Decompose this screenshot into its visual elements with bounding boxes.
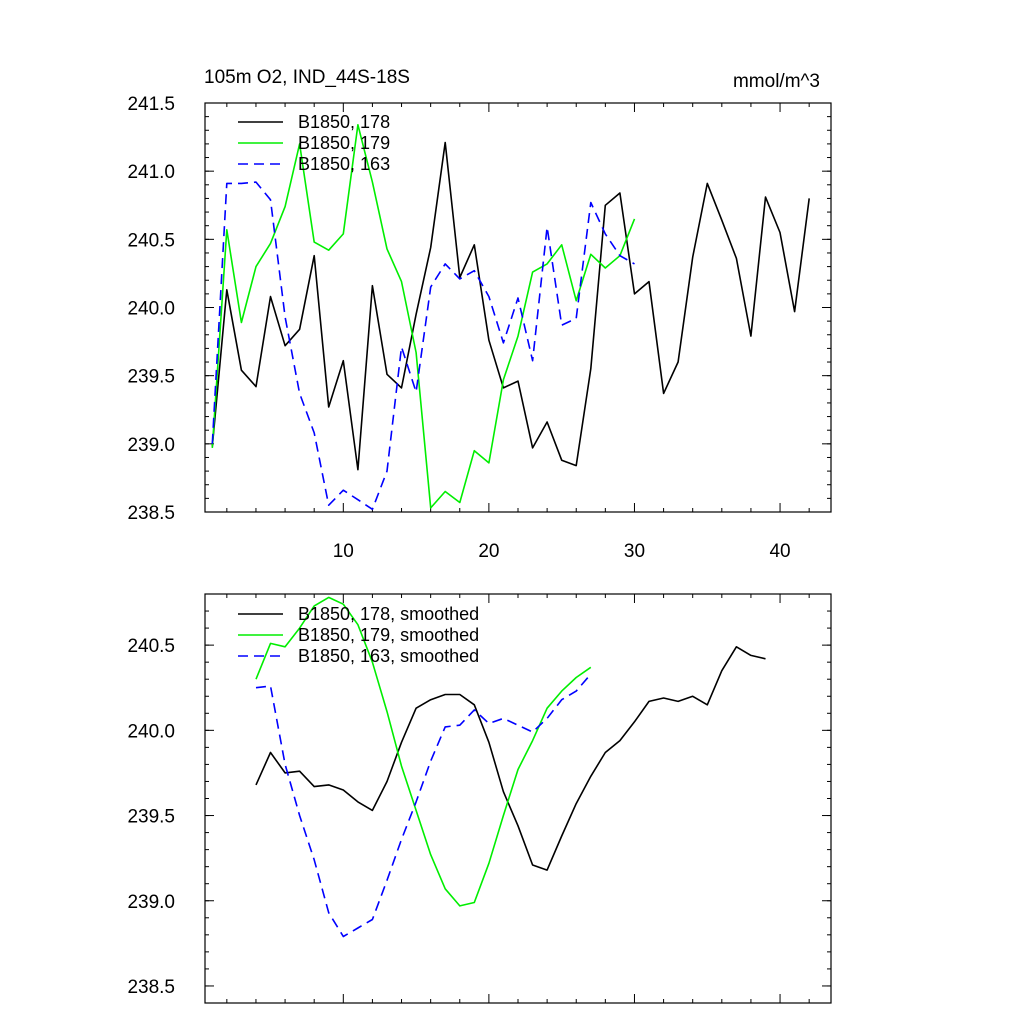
x-tick-label: 10	[333, 541, 354, 562]
series-line-1	[211, 141, 810, 471]
series-line-3	[255, 673, 592, 938]
y-tick-label: 239.5	[127, 807, 175, 828]
legend-label: B1850, 178	[298, 112, 390, 132]
y-tick-label: 240.0	[127, 299, 175, 320]
legend-label: B1850, 179, smoothed	[298, 625, 479, 645]
legend-label: B1850, 163	[298, 154, 390, 174]
y-tick-label: 240.0	[127, 721, 175, 742]
x-tick-label: 40	[769, 541, 790, 562]
y-tick-label: 239.0	[127, 892, 175, 913]
x-tick-label: 20	[478, 541, 499, 562]
top-panel: 105m O2, IND_44S-18S mmol/m^3 238.5 239.0…	[127, 67, 832, 562]
y-tick-label: 241.5	[127, 94, 175, 115]
legend-label: B1850, 179	[298, 133, 390, 153]
y-tick-label: 239.0	[127, 435, 175, 456]
chart-title: 105m O2, IND_44S-18S	[204, 67, 410, 88]
legend-label: B1850, 178, smoothed	[298, 604, 479, 624]
x-tick-label: 30	[624, 541, 645, 562]
series-line-1	[255, 645, 766, 871]
legend-label: B1850, 163, smoothed	[298, 646, 479, 666]
series-line-2	[255, 596, 592, 907]
y-tick-label: 240.5	[127, 636, 175, 657]
y-tick-label: 240.5	[127, 230, 175, 251]
series-line-3	[211, 181, 635, 511]
y-tick-label: 238.5	[127, 977, 175, 998]
y-tick-label: 239.5	[127, 367, 175, 388]
series-line-2	[211, 124, 636, 509]
y-tick-label: 238.5	[127, 503, 175, 524]
bottom-panel: 238.5 239.0 239.5 240.0 240.5 B1850, 178, smo…	[127, 593, 832, 1004]
units-label: mmol/m^3	[733, 71, 820, 92]
y-tick-label: 241.0	[127, 162, 175, 183]
